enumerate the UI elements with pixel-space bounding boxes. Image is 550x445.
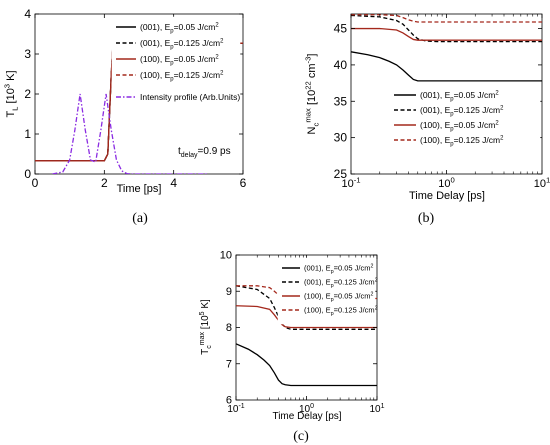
legend-entry: (001), Ep=0.05 J/cm2 bbox=[304, 264, 374, 275]
legend-entry: (001), Ep=0.05 J/cm2 bbox=[140, 22, 219, 35]
legend-box bbox=[277, 257, 376, 325]
legend-entry: (001), Ep=0.125 J/cm2 bbox=[140, 38, 223, 51]
y-tick-label: 10 bbox=[220, 250, 232, 262]
panel-label: (a) bbox=[132, 211, 148, 226]
y-tick-label: 6 bbox=[226, 395, 232, 407]
y-tick-label: 7 bbox=[226, 358, 232, 370]
x-tick-label: 101 bbox=[534, 176, 550, 190]
x-tick-label: 100 bbox=[438, 176, 455, 190]
x-axis-label: Time [ps] bbox=[117, 183, 162, 195]
x-tick-label: 100 bbox=[299, 403, 314, 415]
chart-panel-b: 10-1 100 101 25 30 35 40 45 Time Delay [ps] Ncmax… bbox=[304, 13, 550, 226]
legend-entry: (100), Ep=0.05 J/cm2 bbox=[420, 120, 499, 133]
y-tick-label: 4 bbox=[24, 7, 31, 21]
y-tick-label: 25 bbox=[334, 167, 348, 181]
x-tick-label: 0 bbox=[32, 176, 39, 190]
y-axis-label: TL [103 K] bbox=[3, 70, 20, 117]
y-tick-label: 0 bbox=[24, 167, 31, 181]
x-axis-label: Time Delay [ps] bbox=[409, 190, 485, 202]
x-tick-label: 2 bbox=[101, 176, 108, 190]
legend-box bbox=[111, 16, 241, 126]
y-tick-label: 8 bbox=[226, 322, 232, 334]
legend-entry: (100), Ep=0.125 J/cm2 bbox=[140, 70, 223, 83]
legend-entry: (001), Ep=0.05 J/cm2 bbox=[420, 90, 499, 103]
series-line-b-0 bbox=[351, 51, 542, 82]
legend-entry: (100), Ep=0.125 J/cm2 bbox=[304, 306, 378, 317]
legend-entry: (100), Ep=0.05 J/cm2 bbox=[140, 54, 219, 67]
panel-label: (b) bbox=[418, 211, 435, 226]
legend-entry: (100), Ep=0.125 J/cm2 bbox=[420, 135, 503, 148]
x-tick-label: 101 bbox=[369, 403, 384, 415]
series-line-b-2 bbox=[351, 27, 542, 41]
series-line-a-4 bbox=[52, 93, 209, 174]
x-tick-label: 4 bbox=[170, 176, 177, 190]
series-group bbox=[351, 14, 542, 82]
y-tick-label: 9 bbox=[226, 286, 232, 298]
legend-entry: (001), Ep=0.125 J/cm2 bbox=[304, 278, 378, 289]
series-line-b-1 bbox=[351, 14, 542, 43]
chart-panel-c: 10-1 100 101 6 7 8 9 10 Time Delay [ps] Tcmax [10… bbox=[199, 250, 385, 444]
y-tick-label: 1 bbox=[24, 127, 31, 141]
annotation-tdelay: tdelay=0.9 ps bbox=[178, 146, 231, 159]
y-tick-label: 30 bbox=[334, 131, 348, 145]
y-tick-label: 35 bbox=[334, 94, 348, 108]
x-axis-label: Time Delay [ps] bbox=[272, 411, 341, 422]
legend-box bbox=[389, 84, 541, 156]
chart-panel-a: 0 2 4 6 0 1 2 3 4 Time [ps] TL [103 K] tdelay=0.9 p… bbox=[3, 7, 247, 226]
y-axis-label: Ncmax [1022 cm-3] bbox=[304, 54, 321, 135]
y-tick-label: 3 bbox=[24, 47, 31, 61]
y-tick-label: 40 bbox=[334, 58, 348, 72]
legend-entry: (100), Ep=0.05 J/cm2 bbox=[304, 292, 374, 303]
y-tick-label: 2 bbox=[24, 87, 31, 101]
x-tick-label: 6 bbox=[240, 176, 247, 190]
panel-label: (c) bbox=[293, 429, 309, 444]
y-axis-label: Tcmax [105 K] bbox=[199, 299, 213, 355]
series-line-c-0 bbox=[236, 343, 377, 387]
x-tick-label: 10-1 bbox=[341, 176, 360, 190]
legend-entry: Intensity profile (Arb.Units) bbox=[140, 92, 240, 102]
series-line-b-3 bbox=[351, 14, 542, 23]
x-tick-label: 10-1 bbox=[227, 403, 244, 415]
legend-entry: (001), Ep=0.125 J/cm2 bbox=[420, 105, 503, 118]
y-tick-label: 45 bbox=[334, 22, 348, 36]
